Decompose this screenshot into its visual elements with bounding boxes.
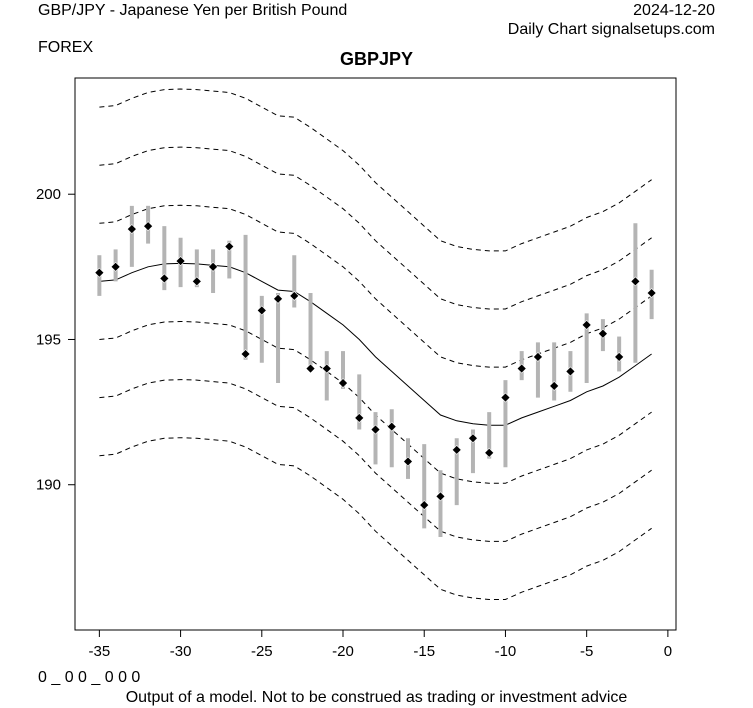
chart-header-title: GBP/JPY - Japanese Yen per British Pound	[38, 2, 348, 19]
close-marker	[597, 328, 608, 339]
close-marker	[516, 363, 527, 374]
close-marker	[110, 261, 121, 272]
close-markers	[94, 221, 657, 510]
close-marker	[581, 320, 592, 330]
close-marker	[305, 363, 316, 374]
y-tick-label: 200	[36, 186, 61, 203]
x-tick-label: -10	[495, 643, 517, 660]
x-tick-label: -35	[89, 643, 111, 660]
y-tick-label: 195	[36, 331, 61, 348]
close-marker	[630, 276, 641, 287]
model-code: 0 _ 0 0 _ 0 0 0	[38, 669, 141, 686]
close-marker	[419, 500, 430, 510]
close-marker	[484, 447, 495, 458]
close-marker	[435, 491, 446, 502]
close-marker	[565, 366, 576, 377]
close-marker	[159, 273, 170, 284]
close-marker	[386, 421, 397, 432]
close-marker	[549, 381, 560, 391]
close-marker	[289, 290, 300, 301]
close-marker	[451, 444, 462, 455]
disclaimer: Output of a model. Not to be construed a…	[125, 689, 628, 706]
chart-title: GBPJPY	[339, 49, 414, 69]
close-marker	[143, 221, 154, 232]
band-line-0	[99, 437, 652, 600]
band-line-5	[99, 88, 652, 252]
center-line	[99, 262, 652, 426]
close-marker	[468, 433, 478, 444]
x-tick-label: -30	[170, 643, 192, 660]
close-marker	[500, 392, 511, 403]
close-marker	[126, 224, 137, 234]
plot-frame	[74, 77, 677, 631]
x-tick-label: 0	[664, 643, 672, 660]
chart-date: 2024-12-20	[633, 2, 715, 19]
close-marker	[338, 378, 348, 388]
close-marker	[614, 351, 625, 362]
y-tick-label: 190	[36, 477, 61, 494]
close-marker	[533, 351, 543, 362]
x-axis: -35 -30 -25 -20 -15 -10 -5 0	[89, 630, 672, 660]
close-marker	[403, 456, 413, 467]
close-marker	[370, 424, 381, 435]
close-marker	[208, 261, 218, 272]
close-marker	[273, 293, 283, 304]
band-line-1	[99, 379, 652, 542]
x-tick-label: -20	[332, 643, 354, 660]
band-line-4	[99, 146, 652, 310]
forecast-bands	[99, 88, 652, 600]
close-marker	[224, 241, 235, 252]
close-marker	[256, 305, 267, 316]
x-tick-label: -5	[580, 643, 593, 660]
x-tick-label: -15	[413, 643, 435, 660]
close-marker	[175, 256, 186, 266]
close-marker	[191, 276, 202, 287]
x-tick-label: -25	[251, 643, 273, 660]
close-marker	[94, 267, 105, 278]
center-line-group	[99, 262, 652, 426]
close-marker	[240, 349, 251, 359]
close-marker	[646, 288, 657, 298]
close-marker	[354, 412, 365, 423]
y-axis: 190 195 200	[36, 186, 75, 494]
band-line-3	[99, 204, 652, 368]
close-marker	[321, 363, 332, 374]
market-label: FOREX	[38, 39, 94, 56]
chart-source: Daily Chart signalsetups.com	[507, 21, 715, 38]
